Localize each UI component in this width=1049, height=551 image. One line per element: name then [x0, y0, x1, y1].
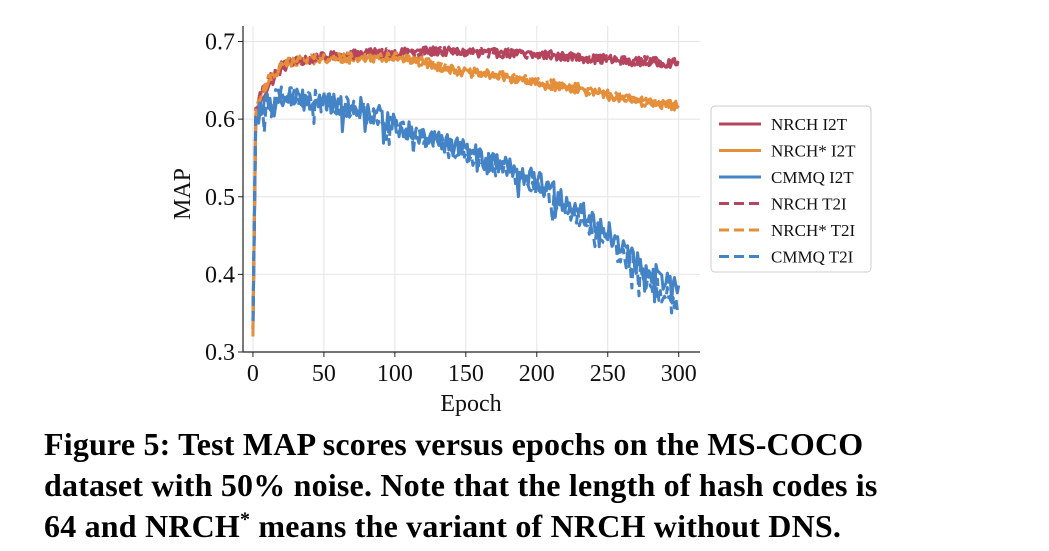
figure-caption: Figure 5: Test MAP scores versus epochs …: [44, 424, 1019, 547]
x-tick-label: 200: [519, 361, 555, 387]
caption-line-3-start: 64 and NRCH: [44, 508, 241, 544]
y-axis-label: MAP: [170, 168, 196, 220]
legend-label: NRCH I2T: [771, 115, 848, 134]
x-tick-label: 250: [590, 361, 626, 387]
caption-asterisk: *: [240, 508, 251, 531]
caption-line-2: dataset with 50% noise. Note that the le…: [44, 467, 878, 503]
legend: NRCH I2T NRCH* I2T CMMQ I2T NRCH T2I NRCH* T…: [710, 105, 872, 273]
axes: 0 50 100 150 200 250 300 0.3 0.4 0.5 0.6 0.7: [205, 26, 700, 387]
caption-line-1: Figure 5: Test MAP scores versus epochs …: [44, 426, 864, 462]
series-lines: [251, 45, 681, 337]
x-tick-label: 100: [377, 361, 413, 387]
y-tick-label: 0.6: [205, 107, 235, 133]
y-tick-label: 0.3: [205, 340, 235, 366]
caption-line-3: 64 and NRCH* means the variant of NRCH w…: [44, 506, 1019, 547]
x-axis-label: Epoch: [440, 391, 501, 417]
x-tick-label: 150: [448, 361, 484, 387]
legend-label: NRCH T2I: [771, 195, 847, 214]
legend-label: CMMQ I2T: [771, 168, 854, 187]
x-tick-label: 300: [661, 361, 697, 387]
series-line-nrch-t2i: [251, 51, 680, 329]
series-line-cmmq-t2i: [251, 85, 681, 321]
legend-label: NRCH* I2T: [771, 142, 856, 161]
legend-label: CMMQ T2I: [771, 248, 854, 267]
y-tick-label: 0.7: [205, 30, 235, 56]
series-line-nrch-t2i: [251, 45, 681, 321]
y-tick-label: 0.5: [205, 185, 235, 211]
x-tick-label: 50: [312, 361, 336, 387]
x-tick-label: 0: [247, 361, 259, 387]
legend-label: NRCH* T2I: [771, 221, 856, 240]
y-tick-label: 0.4: [205, 262, 235, 288]
caption-line-3-end: means the variant of NRCH without DNS.: [250, 508, 842, 544]
